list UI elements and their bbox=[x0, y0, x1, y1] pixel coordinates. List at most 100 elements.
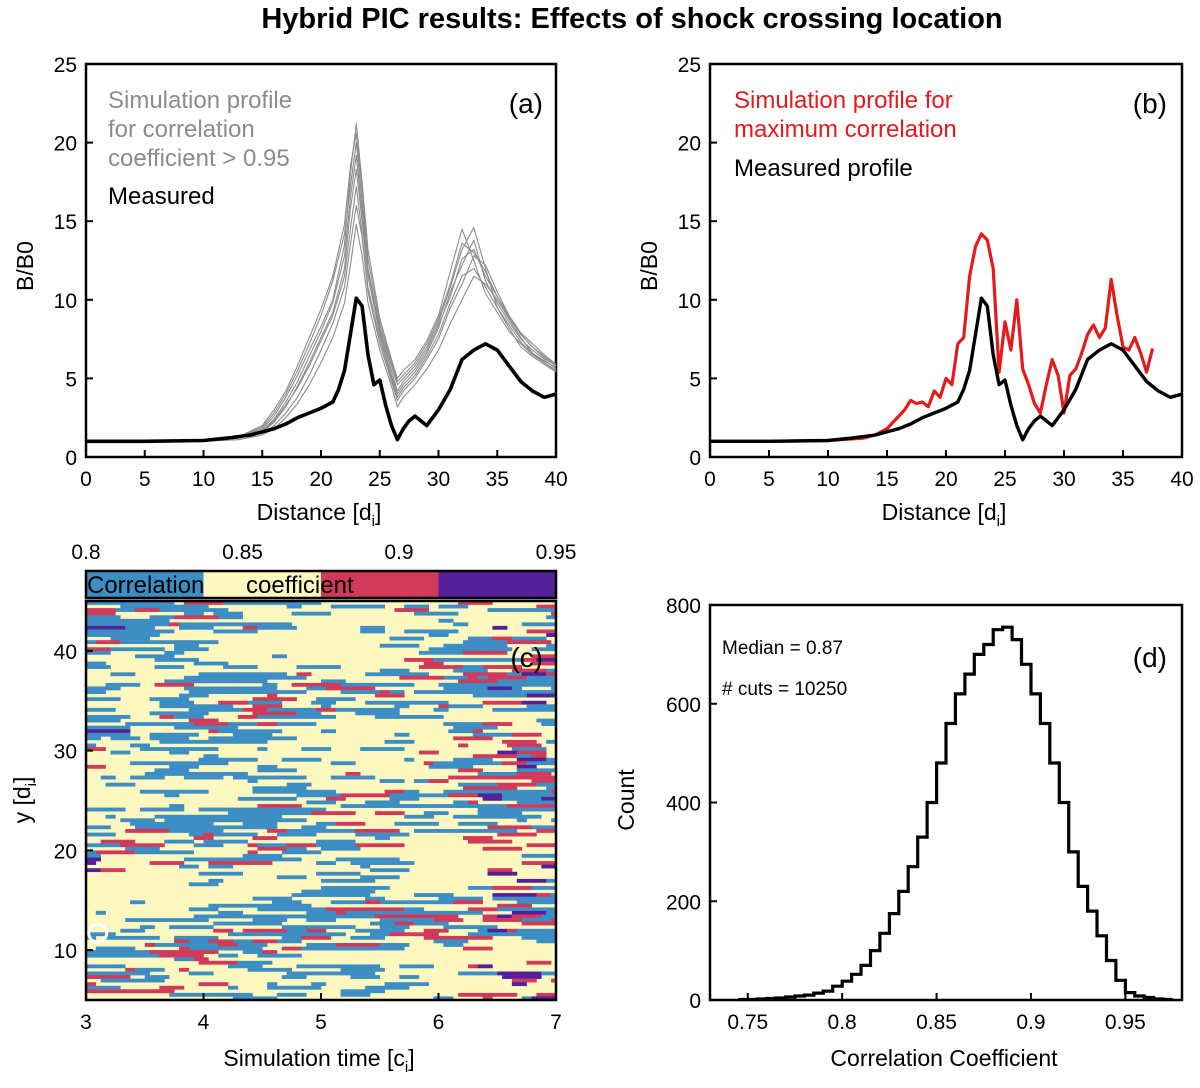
heatmap-cell bbox=[345, 604, 385, 609]
heatmap-cell bbox=[458, 992, 498, 997]
heatmap-cell bbox=[443, 675, 469, 680]
heatmap-cell bbox=[492, 772, 518, 776]
heatmap-cell bbox=[86, 764, 106, 769]
heatmap-cell bbox=[232, 775, 278, 780]
heatmap-cell bbox=[360, 946, 405, 951]
heatmap-cell bbox=[536, 992, 557, 997]
heatmap-cell bbox=[360, 886, 376, 890]
heatmap-cell bbox=[551, 886, 557, 890]
heatmap-cell bbox=[521, 861, 557, 865]
heatmap-cell bbox=[100, 978, 121, 983]
heatmap-cell bbox=[546, 896, 557, 901]
heatmap-cell bbox=[242, 853, 283, 858]
heatmap-cell bbox=[86, 650, 111, 655]
heatmap-cell bbox=[423, 928, 449, 933]
heatmap-cell bbox=[198, 982, 229, 987]
heatmap-cell bbox=[472, 693, 508, 698]
heatmap-cell bbox=[497, 782, 537, 787]
heatmap-cell bbox=[154, 768, 190, 773]
heatmap-cell bbox=[257, 722, 278, 726]
heatmap-cell bbox=[374, 886, 390, 890]
heatmap-cell bbox=[531, 825, 557, 830]
heatmap-cell bbox=[467, 775, 513, 780]
y-tick-label: 15 bbox=[54, 211, 77, 234]
heatmap-cell bbox=[252, 697, 297, 702]
heatmap-cell bbox=[179, 764, 199, 769]
heatmap-cell bbox=[511, 814, 532, 819]
heatmap-cell bbox=[272, 672, 287, 677]
heatmap-cell bbox=[404, 814, 434, 819]
heatmap-cell bbox=[472, 804, 508, 808]
heatmap-cell bbox=[443, 643, 474, 648]
heatmap-cell bbox=[458, 601, 493, 605]
heatmap-cell bbox=[86, 853, 101, 858]
heatmap-cell bbox=[414, 893, 429, 897]
x-tick-label: 40 bbox=[544, 468, 567, 491]
heatmap-cell bbox=[418, 750, 439, 755]
heatmap-cell bbox=[169, 764, 180, 769]
heatmap-cell bbox=[306, 985, 322, 990]
heatmap-cell bbox=[257, 715, 292, 719]
heatmap-cell bbox=[541, 796, 557, 801]
heatmap-cell bbox=[463, 946, 493, 951]
heatmap-cell bbox=[374, 693, 405, 698]
heatmap-cell bbox=[272, 654, 287, 659]
heatmap-cell bbox=[330, 604, 346, 609]
heatmap-cell bbox=[252, 711, 297, 716]
colorbar-segment bbox=[438, 571, 557, 598]
heatmap-cell bbox=[213, 921, 243, 926]
heatmap-cell bbox=[174, 725, 194, 730]
heatmap-cell bbox=[472, 829, 518, 833]
colorbar-segment bbox=[203, 571, 322, 598]
heatmap-cell bbox=[86, 732, 111, 737]
heatmap-cell bbox=[394, 608, 429, 612]
heatmap-cell bbox=[86, 868, 101, 873]
heatmap-cell bbox=[228, 739, 268, 744]
heatmap-cell bbox=[183, 775, 199, 780]
heatmap-cell bbox=[511, 910, 547, 915]
panel-a-ylabel: B/B0 bbox=[12, 241, 38, 291]
heatmap-cell bbox=[169, 750, 190, 755]
heatmap-cell bbox=[242, 921, 263, 926]
heatmap-cell bbox=[536, 932, 557, 937]
heatmap-cell bbox=[257, 914, 268, 919]
heatmap-cell bbox=[521, 918, 542, 922]
heatmap-cell bbox=[193, 640, 219, 645]
heatmap-cell bbox=[477, 793, 503, 798]
heatmap-cell bbox=[330, 971, 376, 976]
heatmap-cell bbox=[477, 772, 493, 776]
heatmap-cell bbox=[179, 625, 199, 630]
heatmap-cell bbox=[86, 985, 121, 990]
heatmap-cell bbox=[453, 814, 469, 819]
heatmap-cell bbox=[213, 992, 253, 997]
heatmap-cell bbox=[497, 814, 513, 819]
heatmap-cell bbox=[213, 832, 258, 837]
heatmap-cell bbox=[340, 989, 385, 994]
heatmap-cell bbox=[350, 935, 385, 940]
heatmap-cell bbox=[218, 729, 263, 734]
heatmap-cell bbox=[193, 725, 239, 730]
heatmap-cell bbox=[228, 722, 258, 726]
heatmap-cell bbox=[546, 672, 557, 677]
heatmap-cell bbox=[135, 967, 165, 972]
heatmap-cell bbox=[365, 896, 385, 901]
y-tick-label: 40 bbox=[54, 641, 77, 664]
heatmap-cell bbox=[228, 686, 268, 691]
heatmap-cell bbox=[379, 707, 400, 712]
heatmap-cell bbox=[316, 707, 336, 712]
heatmap-cell bbox=[360, 967, 385, 972]
heatmap-cell bbox=[463, 786, 488, 791]
heatmap-cell bbox=[487, 928, 508, 933]
heatmap-cell bbox=[281, 946, 302, 951]
heatmap-cell bbox=[267, 985, 307, 990]
heatmap-cell bbox=[208, 861, 253, 865]
heatmap-cell bbox=[120, 782, 136, 787]
heatmap-cell bbox=[467, 814, 498, 819]
heatmap-cell bbox=[316, 697, 356, 702]
heatmap-cell bbox=[218, 615, 243, 620]
y-tick-label: 10 bbox=[54, 290, 77, 313]
heatmap-cell bbox=[448, 604, 469, 609]
heatmap-cell bbox=[443, 722, 483, 726]
heatmap-cell bbox=[144, 772, 160, 776]
heatmap-cell bbox=[511, 978, 537, 983]
